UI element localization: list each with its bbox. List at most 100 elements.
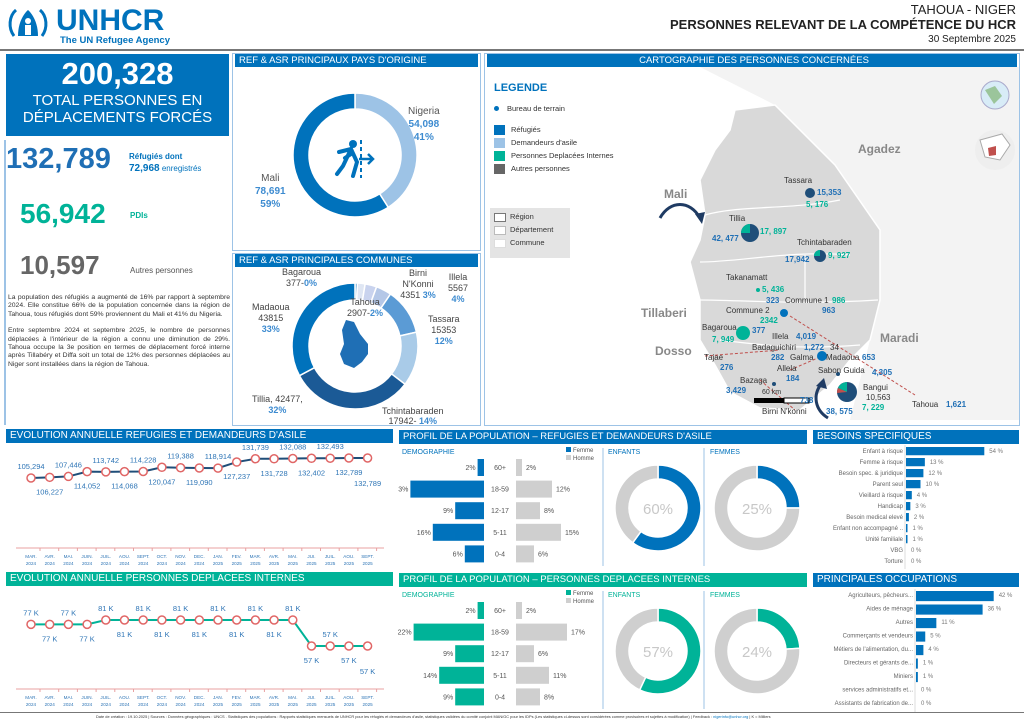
globe-icon — [980, 80, 1010, 110]
bar-value: 1 % — [923, 674, 934, 680]
x-tick-label: MAI. — [288, 695, 297, 700]
origin-pct: 59% — [260, 199, 281, 210]
femme-bar — [432, 523, 484, 541]
registered-label: enregistrés — [161, 164, 202, 173]
data-label: 132,789 — [335, 468, 362, 477]
data-label: 77 K — [61, 608, 76, 617]
bar-label: Parent seul — [873, 482, 903, 488]
femme-bar — [455, 688, 484, 706]
x-tick-label: SEPT. — [361, 554, 374, 559]
x-tick-label: AVR. — [269, 695, 279, 700]
place-tahoua-ref: 1,621 — [946, 400, 967, 409]
bar-value: 1 % — [912, 526, 923, 532]
arrow-head — [816, 378, 827, 389]
x-tick-label: SEPT. — [137, 554, 150, 559]
x-tick-label: 2025 — [232, 561, 243, 566]
place-bangui-idp: 7, 229 — [862, 403, 885, 412]
logo-name: UNHCR — [56, 4, 165, 37]
bar-value: 0 % — [911, 548, 922, 554]
report-date: 30 Septembre 2025 — [928, 34, 1016, 45]
origin-value: 78,691 — [255, 186, 286, 197]
x-tick-label: 2025 — [344, 561, 355, 566]
legend-label: Réfugiés — [511, 125, 541, 134]
feedback-link[interactable]: nigerinfo@unhcr.org — [713, 714, 749, 719]
place-commune2: Commune 2 — [726, 306, 770, 315]
total-label-1: TOTAL PERSONNES EN — [32, 92, 203, 109]
donut-title: ENFANTS — [608, 449, 641, 456]
femme-bar — [455, 645, 484, 663]
x-tick-label: 2024 — [26, 702, 37, 707]
arrow-head — [695, 212, 705, 224]
map-legend: LEGENDE Bureau de terrain Réfugiés Deman… — [494, 82, 644, 177]
bar-label: Agriculteurs, pêcheurs... — [848, 593, 913, 599]
homme-value: 2% — [526, 465, 536, 472]
homme-bar — [516, 523, 561, 541]
unit-note: K = Milliers — [751, 714, 771, 719]
data-point — [175, 615, 186, 625]
place-tillia-ref: 42, 477 — [712, 234, 739, 243]
commune-slice — [298, 366, 407, 410]
legend-label: Personnes Deplacées Internes — [511, 151, 614, 160]
data-point — [362, 641, 373, 651]
commune-label-bagaroua: Bagaroua 377-0% — [282, 267, 322, 288]
bar — [906, 513, 909, 522]
place-commune1-idp: 986 — [832, 296, 846, 305]
admin-legend-commune: Commune — [494, 238, 566, 251]
idps-stat: 56,942 PDIs — [20, 198, 230, 232]
commune-value: 15353 — [431, 325, 457, 335]
refugee-evolution-title: EVOLUTION ANNUELLE REFUGIES ET DEMANDEUR… — [6, 429, 393, 443]
data-point — [250, 454, 261, 464]
x-tick-label: 2024 — [157, 702, 168, 707]
bar — [916, 604, 983, 615]
x-tick-label: 2024 — [26, 561, 37, 566]
place-tillia: Tillia — [729, 214, 746, 223]
x-tick-label: JUIL. — [100, 695, 111, 700]
left-divider — [4, 140, 6, 425]
homme-value: 15% — [565, 530, 579, 537]
place-allela-ref: 184 — [786, 374, 800, 383]
legend-item-others: Autres personnes — [494, 164, 644, 177]
data-label: 81 K — [266, 630, 281, 639]
total-value: 200,328 — [61, 56, 174, 91]
bar — [906, 491, 912, 500]
bar-label: Aides de ménage — [866, 607, 913, 613]
x-tick-label: 2025 — [325, 702, 336, 707]
data-label: 77 K — [79, 634, 94, 643]
age-group-label: 12-17 — [491, 508, 509, 515]
place-commune2-ref: 323 — [766, 296, 780, 305]
x-tick-label: 2024 — [101, 561, 112, 566]
origin-value: 54,098 — [408, 119, 440, 130]
legend-label: Département — [510, 225, 554, 234]
bar-value: 1 % — [912, 537, 923, 543]
place-birni-ref: 738 — [800, 396, 814, 405]
data-label: 57 K — [341, 656, 356, 665]
x-tick-label: AOU. — [119, 554, 130, 559]
refugee-crossing-icon — [335, 140, 375, 178]
x-tick-label: 2025 — [306, 561, 317, 566]
bar — [916, 658, 918, 669]
homme-bar — [516, 666, 549, 684]
footer-text: Date de création : 19.10.2025 | Sources … — [96, 714, 713, 719]
data-point — [250, 615, 261, 625]
tahoua-region-silhouette-icon — [340, 320, 368, 368]
admin-legend: Région Département Commune — [490, 208, 570, 258]
commune-label-illela: Illela 5567 4% — [448, 272, 468, 305]
communes-panel — [232, 253, 481, 426]
summary-text: La population des réfugiés a augmenté de… — [8, 294, 230, 369]
x-tick-label: 2024 — [119, 561, 130, 566]
footer: Date de création : 19.10.2025 | Sources … — [96, 714, 771, 719]
x-tick-label: 2024 — [138, 561, 149, 566]
data-point — [269, 615, 279, 625]
data-label: 81 K — [229, 630, 244, 639]
x-tick-label: 2024 — [63, 702, 74, 707]
place-birni: Birni N'konni — [762, 407, 807, 416]
map-canvas[interactable] — [485, 67, 1019, 425]
age-group-label: 60+ — [494, 465, 506, 472]
data-label: 81 K — [248, 604, 263, 613]
x-tick-label: 2025 — [362, 702, 373, 707]
legend-item-idp: Personnes Deplacées Internes — [494, 151, 644, 164]
legend-swatch — [566, 590, 571, 595]
data-point — [344, 453, 354, 463]
data-point — [101, 467, 111, 477]
commune-pct: 2% — [370, 308, 384, 318]
